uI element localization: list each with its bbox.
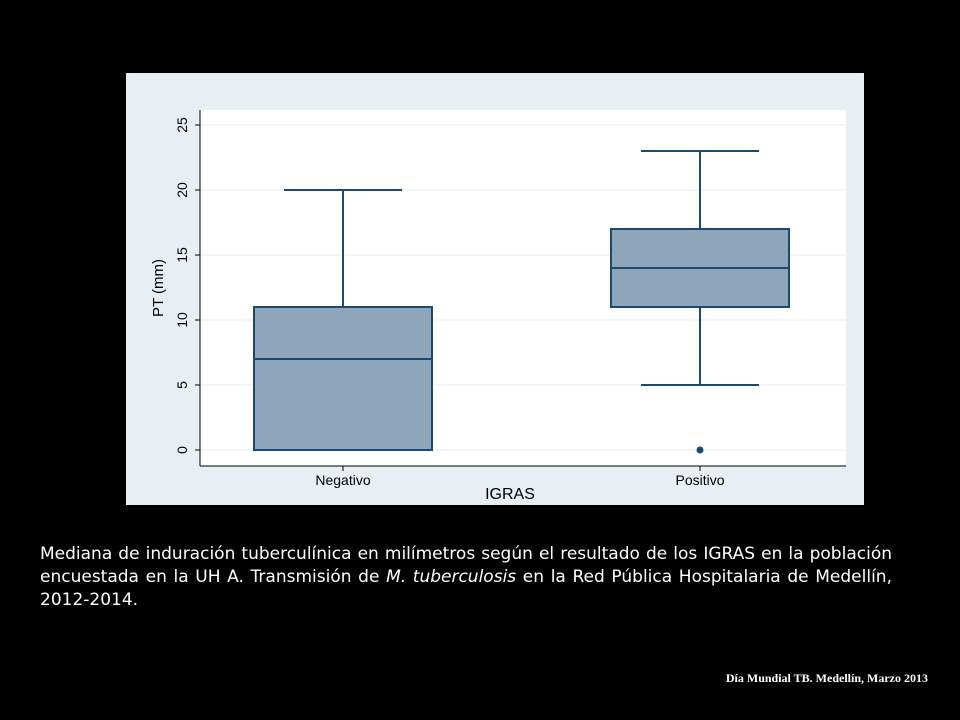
box-plot-chart: 0 5 10 15 20 25 Negativo Positivo PT (mm) IGRA… bbox=[150, 110, 846, 503]
caption-text-2: en la Red Pública Hospitalaria de Medell… bbox=[40, 567, 892, 610]
outlier-point bbox=[696, 446, 704, 454]
x-axis: Negativo Positivo bbox=[200, 465, 846, 488]
y-tick-label: 20 bbox=[174, 182, 190, 198]
box-group-negativo bbox=[253, 189, 433, 451]
x-tick-label: Negativo bbox=[315, 472, 370, 488]
y-tick-label: 15 bbox=[174, 247, 190, 263]
caption-text-1: Mediana de induración tuberculínica en m… bbox=[40, 544, 892, 587]
y-axis-label: PT (mm) bbox=[150, 259, 167, 317]
figure-caption: Mediana de induración tuberculínica en m… bbox=[40, 543, 892, 612]
y-axis: 0 5 10 15 20 25 bbox=[174, 110, 201, 466]
chart-frame: 0 5 10 15 20 25 Negativo Positivo PT (mm) IGRA… bbox=[126, 73, 864, 505]
box-group-positivo bbox=[610, 150, 790, 454]
caption-italic-species: M. tuberculosis bbox=[386, 567, 517, 587]
y-tick-label: 0 bbox=[174, 446, 190, 454]
y-tick-label: 5 bbox=[174, 381, 190, 389]
slide-footer: Día Mundial TB. Medellín, Marzo 2013 bbox=[725, 671, 928, 685]
boxes bbox=[253, 150, 790, 454]
x-axis-label: IGRAS bbox=[485, 486, 535, 503]
x-tick-label: Positivo bbox=[675, 472, 724, 488]
box-iqr bbox=[253, 306, 433, 451]
y-tick-label: 25 bbox=[174, 117, 190, 133]
y-tick-label: 10 bbox=[174, 312, 190, 328]
